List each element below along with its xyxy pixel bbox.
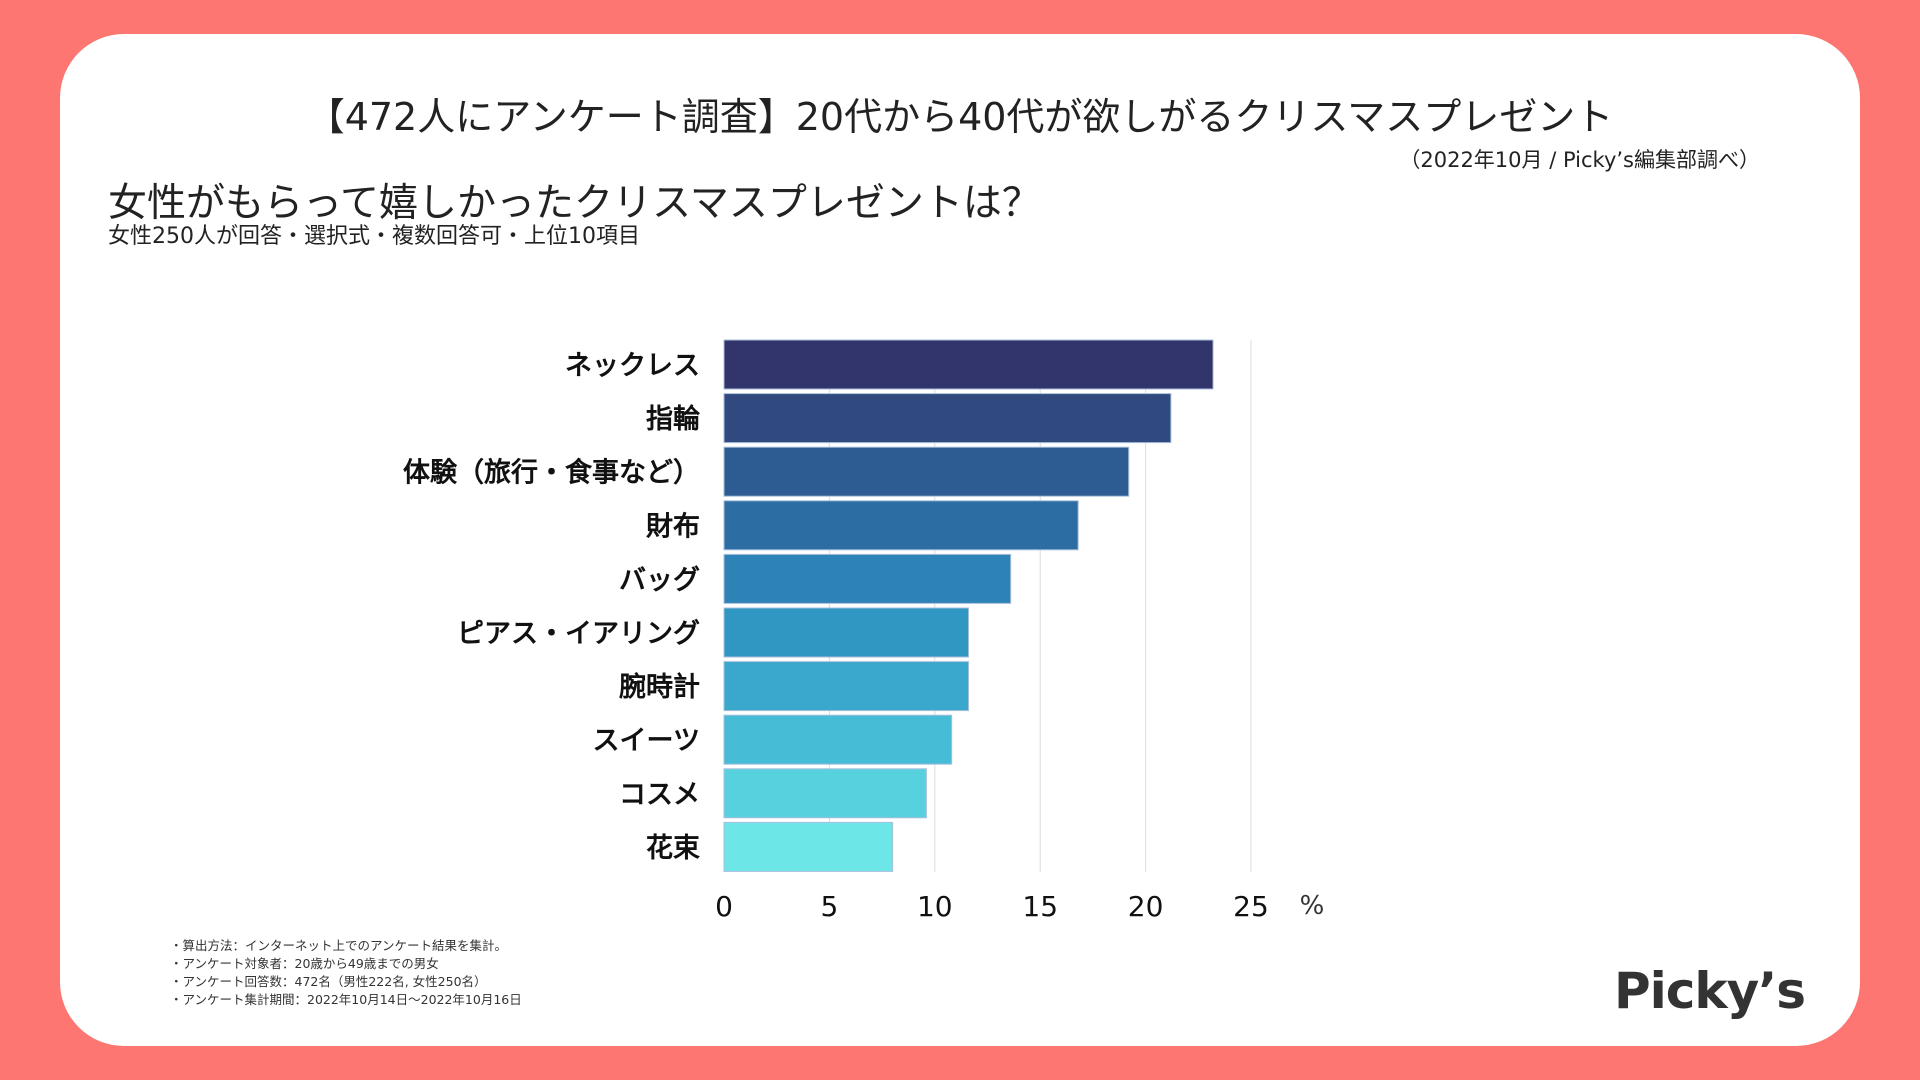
footnote: ・算出方法：インターネット上でのアンケート結果を集計。 <box>170 938 508 953</box>
bar <box>723 339 1214 390</box>
bar <box>723 393 1172 444</box>
chart-subtitle: 女性250人が回答・選択式・複数回答可・上位10項目 <box>108 224 640 249</box>
x-tick-label: 5 <box>820 890 838 923</box>
category-label: 花束 <box>646 833 700 864</box>
brand-logo: Picky’s <box>1614 962 1806 1020</box>
footnote: ・アンケート回答数：472名（男性222名, 女性250名） <box>170 974 487 989</box>
bar <box>723 553 1012 604</box>
x-unit-label: % <box>1300 891 1325 921</box>
category-label: 腕時計 <box>619 671 700 703</box>
footnote: ・アンケート集計期間：2022年10月14日〜2022年10月16日 <box>170 992 522 1007</box>
category-label: 体験（旅行・食事など） <box>403 457 700 489</box>
category-label: コスメ <box>619 779 700 810</box>
bar <box>723 607 970 658</box>
bar <box>723 821 894 872</box>
category-label: バッグ <box>619 564 700 596</box>
chart-question: 女性がもらって嬉しかったクリスマスプレゼントは？ <box>108 181 1041 226</box>
x-tick-label: 10 <box>917 890 953 923</box>
page-title: 【472人にアンケート調査】20代から40代が欲しがるクリスマスプレゼント <box>306 95 1614 139</box>
category-label: 財布 <box>646 511 700 542</box>
bar <box>723 768 927 819</box>
x-tick-label: 25 <box>1233 890 1269 923</box>
bar <box>723 714 953 765</box>
category-label: 指輪 <box>646 403 701 435</box>
footnotes: ・算出方法：インターネット上でのアンケート結果を集計。 ・アンケート対象者：20… <box>170 937 522 1009</box>
category-label: ピアス・イアリング <box>457 618 700 650</box>
bar <box>723 661 970 712</box>
category-label: ネックレス <box>565 351 700 382</box>
category-label: スイーツ <box>593 726 700 757</box>
x-tick-label: 20 <box>1128 890 1164 923</box>
source-note: （2022年10月 / Picky’s編集部調べ） <box>1399 148 1760 172</box>
bar <box>723 446 1130 497</box>
footnote: ・アンケート対象者：20歳から49歳までの男女 <box>170 956 439 971</box>
x-tick-label: 0 <box>715 890 733 923</box>
x-tick-label: 15 <box>1022 890 1058 923</box>
bar <box>723 500 1079 551</box>
